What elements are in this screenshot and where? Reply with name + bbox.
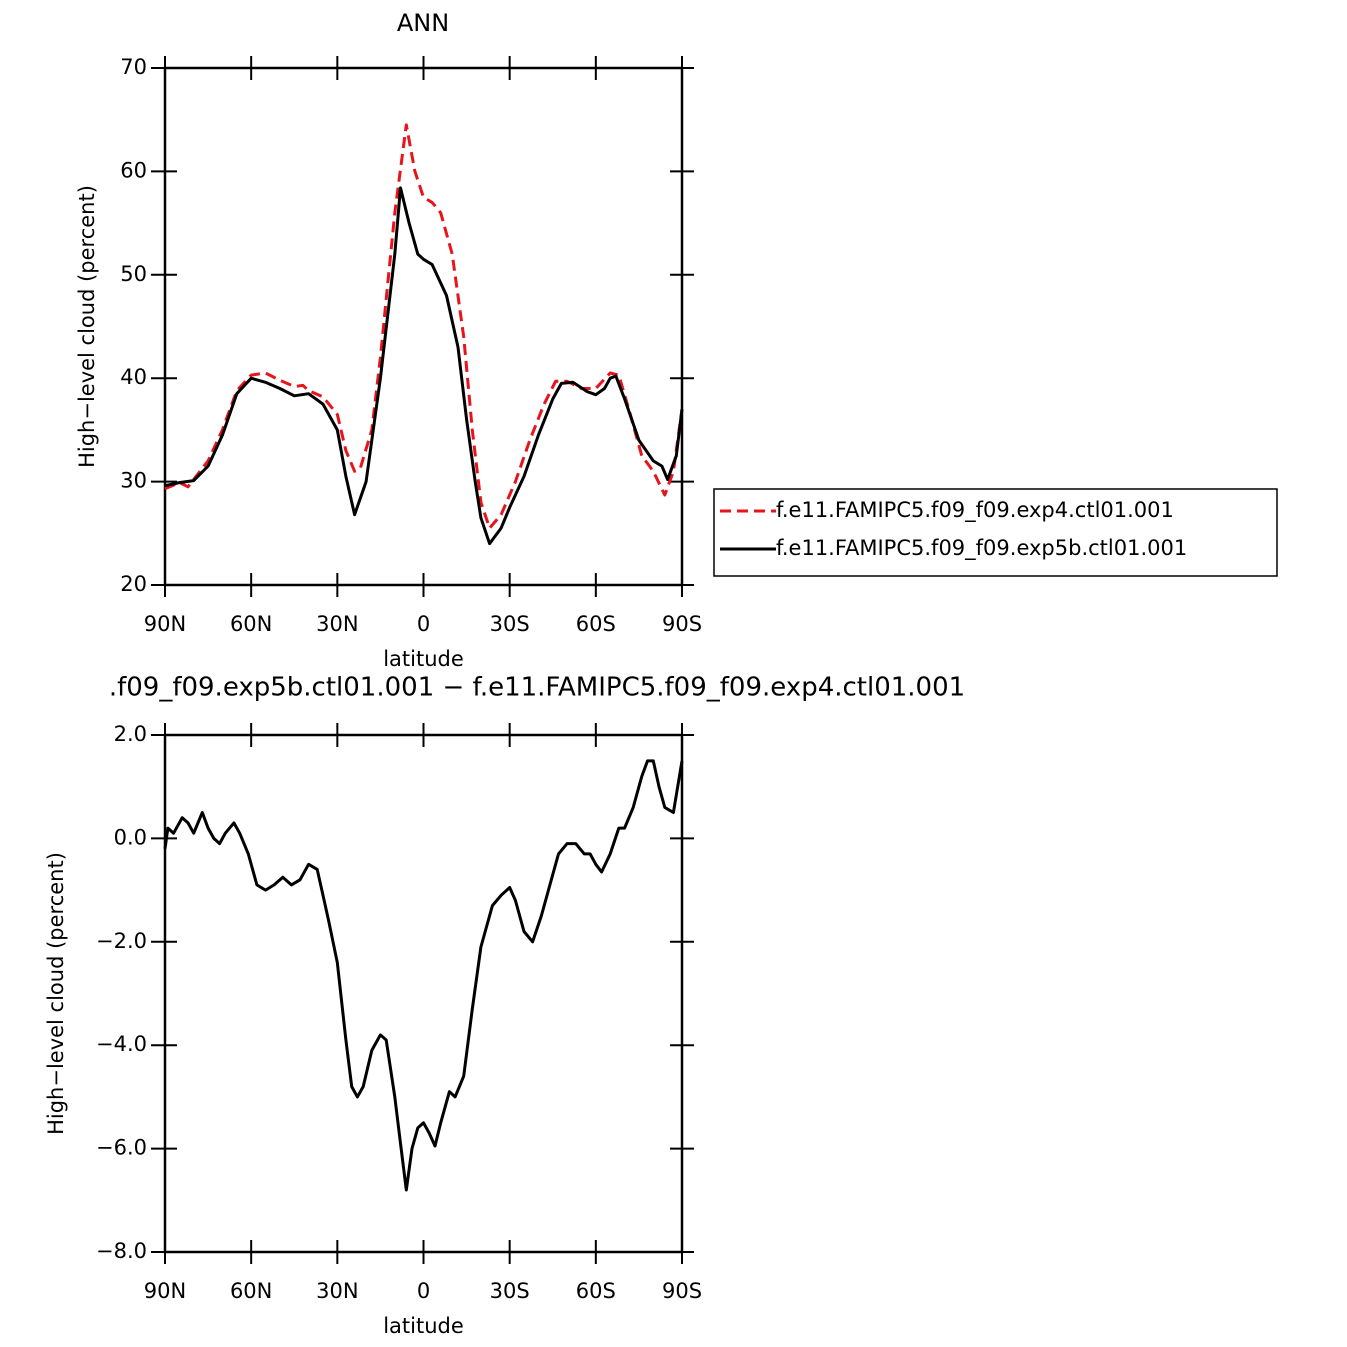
x-tick-label: 90S [662, 612, 702, 636]
x-tick-label: 30S [490, 1279, 530, 1303]
legend-label: f.e11.FAMIPC5.f09_f09.exp4.ctl01.001 [776, 498, 1174, 523]
y-tick-label: 20 [120, 572, 147, 596]
x-tick-label: 30N [316, 1279, 358, 1303]
x-tick-label: 90S [662, 1279, 702, 1303]
legend-label: f.e11.FAMIPC5.f09_f09.exp5b.ctl01.001 [776, 536, 1187, 561]
y-axis-label: High−level cloud (percent) [44, 852, 68, 1135]
plot-frame [163, 733, 684, 1254]
legend-box [713, 488, 1278, 577]
y-tick-label: −2.0 [96, 929, 147, 953]
x-tick-label: 30N [316, 612, 358, 636]
y-tick-label: −6.0 [96, 1136, 147, 1160]
y-tick-label: 0.0 [114, 825, 147, 849]
x-tick-label: 0 [417, 1279, 430, 1303]
y-tick-label: −4.0 [96, 1032, 147, 1056]
y-tick-label: 50 [120, 262, 147, 286]
x-tick-label: 0 [417, 612, 430, 636]
x-tick-label: 60S [576, 1279, 616, 1303]
x-tick-label: 60N [230, 612, 272, 636]
y-axis-label: High−level cloud (percent) [75, 185, 99, 468]
plot-frame [163, 66, 684, 587]
y-tick-label: 30 [120, 469, 147, 493]
chart-title: .f09_f09.exp5b.ctl01.001 − f.e11.FAMIPC5… [109, 673, 965, 703]
data-line [164, 186, 684, 546]
data-line [163, 759, 684, 1192]
y-tick-label: −8.0 [96, 1239, 147, 1263]
legend [713, 488, 1278, 577]
x-tick-label: 60S [576, 612, 616, 636]
x-tick-label: 90N [144, 1279, 186, 1303]
y-tick-label: 60 [120, 158, 147, 182]
data-line [164, 123, 684, 530]
y-tick-label: 2.0 [114, 722, 147, 746]
x-tick-label: 60N [230, 1279, 272, 1303]
x-axis-label: latitude [383, 1314, 464, 1338]
y-tick-label: 40 [120, 365, 147, 389]
x-tick-label: 90N [144, 612, 186, 636]
x-axis-label: latitude [383, 647, 464, 671]
y-tick-label: 70 [120, 55, 147, 79]
x-tick-label: 30S [490, 612, 530, 636]
chart-title: ANN [397, 9, 449, 37]
